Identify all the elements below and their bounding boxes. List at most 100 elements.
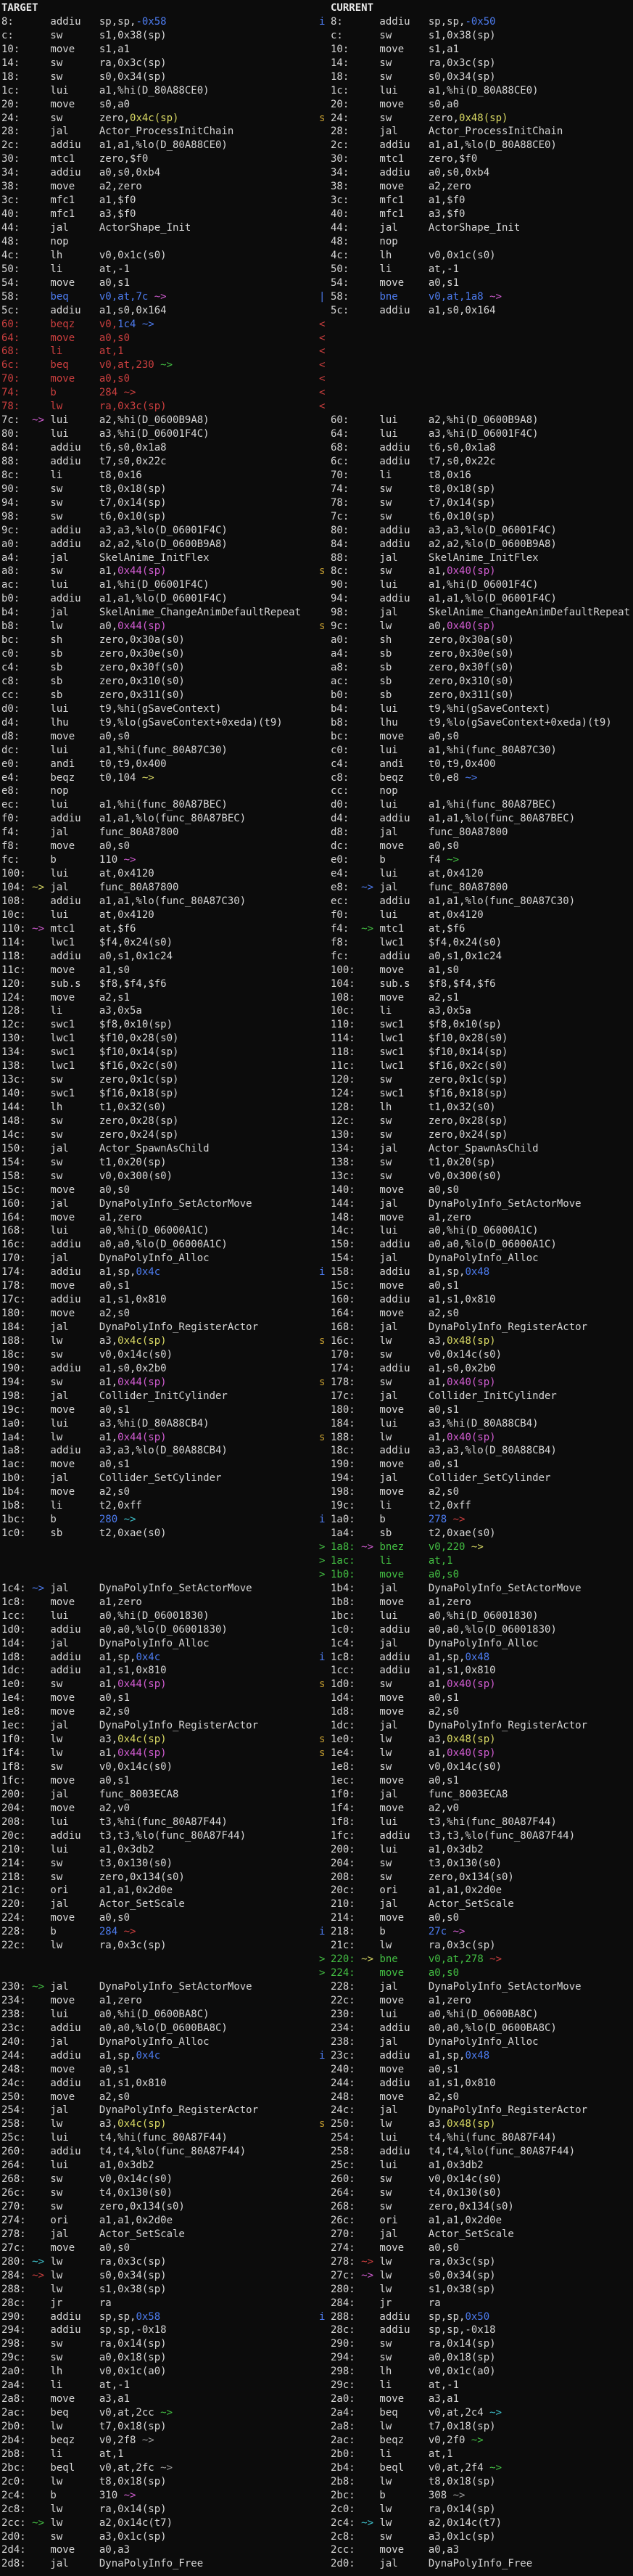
target-asm-line: 1c: lui a1,%hi(D_80A88CE0) <box>1 84 210 97</box>
current-asm-line: 15c: move a0,s1 <box>331 1280 460 1292</box>
current-asm-line: 50: li at,-1 <box>331 263 460 275</box>
current-asm-line: 138: sw t1,0x20(sp) <box>331 1156 496 1168</box>
target-asm-line: 14c: sw zero,0x24(sp) <box>1 1128 179 1141</box>
asm-row: 12c: swc1 $f8,0x10(sp) 110: swc1 $f8,0x10… <box>0 1018 633 1032</box>
current-asm-line: cc: nop <box>331 785 398 797</box>
target-asm-line: 64: move a0,s0 <box>1 332 131 344</box>
asm-row: 44: jal ActorShape_Init 44: jal ActorShap… <box>0 221 633 235</box>
diff-marker: s <box>319 2118 326 2130</box>
current-asm-line: 160: addiu a1,s1,0x810 <box>331 1294 496 1306</box>
current-asm-line: e4: lui at,0x4120 <box>331 868 484 880</box>
current-asm-line: 14: sw ra,0x3c(sp) <box>331 57 496 69</box>
current-asm-line: 26c: ori a1,a1,0x2d0e <box>331 2214 502 2226</box>
target-asm-line: 244: addiu a1,sp,0x4c <box>1 2049 161 2062</box>
diff-marker <box>319 853 331 867</box>
asm-row: e8: nop cc: nop <box>0 784 633 798</box>
current-asm-line: 1e0: lw a3,0x48(sp) <box>331 1734 496 1746</box>
asm-row: 20c: addiu t3,t3,%lo(func_80A87F44) 1fc: … <box>0 1829 633 1843</box>
asm-row: 90: sw t8,0x18(sp) 74: sw t8,0x18(sp) <box>0 483 633 496</box>
asm-row: cc: sb zero,0x311(s0) b0: sb zero,0x311(s… <box>0 689 633 702</box>
current-asm-line: 184: lui a3,%hi(D_80A88CB4) <box>331 1417 539 1429</box>
target-asm-line: 78: lw ra,0x3c(sp) <box>1 401 167 413</box>
diff-marker <box>319 991 331 1005</box>
current-asm-line: 14c: lui a0,%hi(D_06000A1C) <box>331 1225 539 1237</box>
diff-marker <box>319 510 331 524</box>
asm-row: 24: sw zero,0x4c(sp) s 24: sw zero,0x48(sp… <box>0 112 633 126</box>
asm-row: 1a8: addiu a3,a3,%lo(D_80A88CB4) 18c: add… <box>0 1444 633 1458</box>
current-asm-line: 1bc: lui a0,%hi(D_06001830) <box>331 1609 539 1622</box>
diff-marker <box>319 2269 331 2283</box>
current-asm-line: 1b8: move a1,zero <box>331 1596 471 1608</box>
target-asm-line: 16c: addiu a0,a0,%lo(D_06000A1C) <box>1 1239 228 1251</box>
target-asm-line: 12c: swc1 $f8,0x10(sp) <box>1 1019 173 1031</box>
current-asm-line: 200: lui a1,0x3db2 <box>331 1843 484 1855</box>
target-asm-line: 13c: sw zero,0x1c(sp) <box>1 1074 179 1086</box>
current-asm-line: 1a0: b 278 ~> <box>331 1514 466 1526</box>
diff-marker <box>319 2461 331 2475</box>
current-asm-line: 244: addiu a1,s1,0x810 <box>331 2077 496 2089</box>
diff-marker <box>319 1458 331 1472</box>
diff-marker <box>319 551 331 565</box>
target-asm-line: 44: jal ActorShape_Init <box>1 222 191 234</box>
current-asm-line: 78: sw t7,0x14(sp) <box>331 496 496 509</box>
diff-marker: < <box>319 387 326 399</box>
asm-row: 2bc: beql v0,at,2fc ~> 2b4: beql v0,at,2f… <box>0 2461 633 2475</box>
diff-marker <box>319 936 331 950</box>
diff-marker <box>319 1142 331 1156</box>
target-asm-line: 1c8: move a1,zero <box>1 1596 142 1608</box>
asm-row: 26c: sw t4,0x130(s0) 264: sw t4,0x130(s0) <box>0 2186 633 2200</box>
asm-row: 1c4: ~> jal DynaPolyInfo_SetActorMove 1b4… <box>0 1582 633 1596</box>
target-asm-line: 2d4: move a0,a3 <box>1 2544 131 2556</box>
diff-marker: > <box>319 1554 326 1567</box>
diff-marker <box>319 2516 331 2530</box>
asm-row: 28c: jr ra 284: jr ra <box>0 2297 633 2310</box>
target-asm-line: 7c: ~> lui a2,%hi(D_0600B9A8) <box>1 414 210 427</box>
asm-row: 24c: addiu a1,s1,0x810 244: addiu a1,s1,0… <box>0 2077 633 2091</box>
asm-row: 290: addiu sp,sp,0x58 i 288: addiu sp,sp,0… <box>0 2310 633 2324</box>
current-asm-line: 16c: lw a3,0x48(sp) <box>331 1334 496 1347</box>
target-asm-line: 298: sw ra,0x14(sp) <box>1 2338 167 2350</box>
current-asm-line: fc: addiu a0,s1,0x1c24 <box>331 950 502 962</box>
asm-row: 298: sw ra,0x14(sp) 290: sw ra,0x14(sp) <box>0 2337 633 2351</box>
asm-row: 10: move s1,a1 10: move s1,a1 <box>0 43 633 57</box>
target-asm-line <box>0 1554 319 1568</box>
target-asm-line: 11c: move a1,s0 <box>1 964 131 976</box>
current-asm-line: f0: lui at,0x4120 <box>331 908 484 921</box>
asm-row: 1d0: addiu a0,a0,%lo(D_06001830) 1c0: add… <box>0 1623 633 1637</box>
target-asm-line: d4: lhu t9,%lo(gSaveContext+0xeda)(t9) <box>1 716 283 729</box>
target-asm-line: c0: sb zero,0x30e(s0) <box>1 648 185 660</box>
current-asm-line: 44: jal ActorShape_Init <box>331 222 521 234</box>
diff-marker <box>319 592 331 606</box>
diff-marker: > <box>319 1541 326 1553</box>
asm-row: 8: addiu sp,sp,-0x58 i 8: addiu sp,sp,-0x5… <box>0 15 633 29</box>
current-asm-line: 264: sw t4,0x130(s0) <box>331 2187 502 2199</box>
current-asm-line: 74: sw t8,0x18(sp) <box>331 483 496 495</box>
target-asm-line: 6c: beq v0,at,230 ~> <box>1 359 173 372</box>
asm-row: 88: addiu t7,s0,0x22c 6c: addiu t7,s0,0x2… <box>0 455 633 469</box>
asm-row: 14: sw ra,0x3c(sp) 14: sw ra,0x3c(sp) <box>0 57 633 70</box>
asm-row: 8c: li t8,0x16 70: li t8,0x16 <box>0 469 633 483</box>
current-asm-line: 3c: mfc1 a1,$f0 <box>331 194 466 207</box>
current-asm-line: 1b0: move a0,s0 <box>331 1568 460 1580</box>
diff-marker <box>319 771 331 785</box>
current-asm-line: 104: sub.s $f8,$f4,$f6 <box>331 977 496 990</box>
target-asm-line: 2a8: move a3,a1 <box>1 2393 131 2405</box>
diff-marker <box>319 675 331 689</box>
diff-marker: > <box>319 1568 326 1580</box>
target-asm-line: 54: move a0,s1 <box>1 276 131 289</box>
diff-marker <box>319 1623 331 1637</box>
asm-row: 2b8: li at,1 2b0: li at,1 <box>0 2448 633 2461</box>
target-column-header: TARGET <box>0 1 319 15</box>
diff-marker <box>319 1390 331 1403</box>
current-asm-line: 170: sw v0,0x14c(s0) <box>331 1348 502 1361</box>
asm-row: 84: addiu t6,s0,0x1a8 68: addiu t6,s0,0x1… <box>0 441 633 455</box>
diff-marker <box>319 1527 331 1541</box>
asm-row: 100: lui at,0x4120 e4: lui at,0x4120 <box>0 867 633 881</box>
diff-marker <box>319 812 331 826</box>
diff-marker <box>319 427 331 441</box>
asm-row: dc: lui a1,%hi(func_80A87C30) c0: lui a1,… <box>0 744 633 758</box>
asm-row: 1f0: lw a3,0x4c(sp) s 1e0: lw a3,0x48(sp) <box>0 1733 633 1747</box>
diff-marker <box>319 1816 331 1829</box>
current-asm-line: 80: addiu a3,a3,%lo(D_06001F4C) <box>331 524 557 536</box>
asm-row: 260: addiu t4,t4,%lo(func_80A87F44) 258: … <box>0 2145 633 2159</box>
